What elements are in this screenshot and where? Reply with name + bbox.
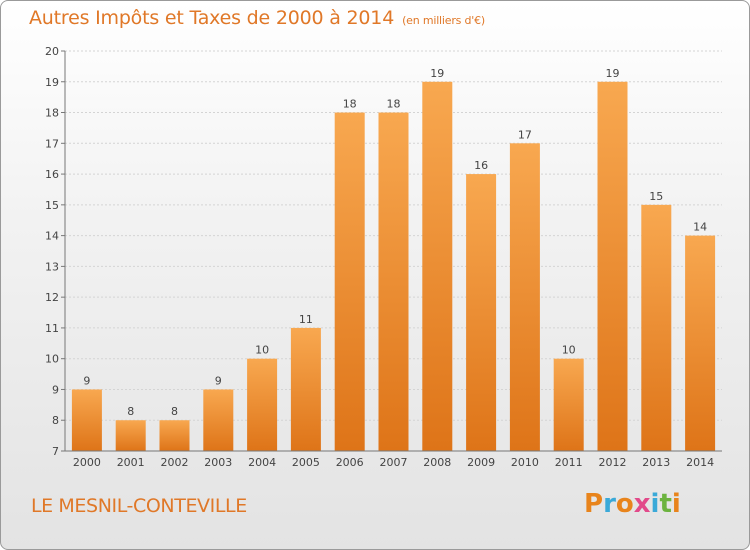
y-tick-label: 14 bbox=[45, 230, 59, 243]
bar-2012 bbox=[597, 81, 628, 452]
y-tick-label: 8 bbox=[52, 414, 59, 427]
data-label-2000: 9 bbox=[83, 374, 90, 387]
commune-name: LE MESNIL-CONTEVILLE bbox=[31, 495, 247, 517]
data-label-2012: 19 bbox=[606, 67, 620, 80]
y-tick-label: 20 bbox=[45, 45, 59, 58]
y-tick-label: 9 bbox=[52, 383, 59, 396]
data-label-2011: 10 bbox=[562, 344, 576, 357]
proxiti-logo: Proxiti bbox=[584, 489, 681, 519]
x-tick-label-2001: 2001 bbox=[117, 456, 145, 469]
x-tick-label-2002: 2002 bbox=[161, 456, 189, 469]
data-label-2007: 18 bbox=[387, 98, 401, 111]
proxiti-letter: r bbox=[603, 489, 616, 519]
data-label-2004: 10 bbox=[255, 344, 269, 357]
data-label-2005: 11 bbox=[299, 313, 313, 326]
x-tick-label-2008: 2008 bbox=[423, 456, 451, 469]
y-tick-label: 11 bbox=[45, 322, 59, 335]
x-tick-label-2014: 2014 bbox=[686, 456, 714, 469]
proxiti-letter: i bbox=[650, 489, 660, 519]
proxiti-letter: o bbox=[615, 489, 634, 519]
data-label-2014: 14 bbox=[693, 221, 707, 234]
data-label-2009: 16 bbox=[474, 159, 488, 172]
chart-title-text: Autres Impôts et Taxes de 2000 à 2014 bbox=[29, 7, 395, 29]
bar-2001 bbox=[115, 420, 146, 451]
bar-2002 bbox=[159, 420, 190, 451]
proxiti-letter: x bbox=[633, 489, 651, 519]
chart-title: Autres Impôts et Taxes de 2000 à 2014 (en… bbox=[29, 7, 485, 29]
bar-2009 bbox=[466, 174, 497, 452]
y-tick-label: 15 bbox=[45, 199, 59, 212]
bar-2007 bbox=[378, 112, 409, 452]
data-label-2013: 15 bbox=[649, 190, 663, 203]
x-tick-label-2004: 2004 bbox=[248, 456, 276, 469]
data-label-2003: 9 bbox=[215, 374, 222, 387]
y-tick-label: 18 bbox=[45, 107, 59, 120]
x-tick-label-2009: 2009 bbox=[467, 456, 495, 469]
bar-2005 bbox=[290, 327, 321, 451]
y-tick-label: 7 bbox=[52, 445, 59, 458]
data-label-2002: 8 bbox=[171, 405, 178, 418]
proxiti-letter: t bbox=[659, 489, 672, 519]
x-tick-label-2006: 2006 bbox=[336, 456, 364, 469]
x-tick-label-2011: 2011 bbox=[555, 456, 583, 469]
y-tick-label: 12 bbox=[45, 291, 59, 304]
y-tick-label: 13 bbox=[45, 260, 59, 273]
bar-2004 bbox=[247, 358, 278, 451]
x-tick-label-2003: 2003 bbox=[204, 456, 232, 469]
bar-2011 bbox=[553, 358, 584, 451]
bars: 9 8 8 9 10 11 18 18 19 16 17 10 19 15 14 bbox=[71, 67, 716, 452]
proxiti-letter: P bbox=[584, 489, 604, 519]
chart-unit: (en milliers d'€) bbox=[402, 14, 485, 27]
x-tick-label-2000: 2000 bbox=[73, 456, 101, 469]
bar-2000 bbox=[71, 389, 102, 451]
bar-2003 bbox=[203, 389, 234, 451]
bar-2010 bbox=[509, 143, 540, 452]
x-axis: 2000 2001 2002 2003 2004 2005 2006 2007 2008 2009… bbox=[65, 450, 722, 469]
x-tick-label-2010: 2010 bbox=[511, 456, 539, 469]
proxiti-letter: i bbox=[671, 489, 681, 519]
y-axis: 7 8 9 10 11 12 13 14 15 16 17 18 19 20 bbox=[45, 45, 66, 458]
x-tick-label-2007: 2007 bbox=[380, 456, 408, 469]
y-tick-label: 16 bbox=[45, 168, 59, 181]
x-tick-label-2012: 2012 bbox=[599, 456, 627, 469]
data-label-2008: 19 bbox=[430, 67, 444, 80]
y-tick-label: 10 bbox=[45, 353, 59, 366]
bar-2006 bbox=[334, 112, 365, 452]
bar-2008 bbox=[422, 81, 453, 452]
data-label-2010: 17 bbox=[518, 128, 532, 141]
x-tick-label-2013: 2013 bbox=[642, 456, 670, 469]
data-label-2001: 8 bbox=[127, 405, 134, 418]
bar-2014 bbox=[685, 235, 716, 451]
bar-2013 bbox=[641, 204, 672, 451]
y-tick-label: 19 bbox=[45, 76, 59, 89]
data-label-2006: 18 bbox=[343, 98, 357, 111]
x-tick-label-2005: 2005 bbox=[292, 456, 320, 469]
y-tick-label: 17 bbox=[45, 137, 59, 150]
